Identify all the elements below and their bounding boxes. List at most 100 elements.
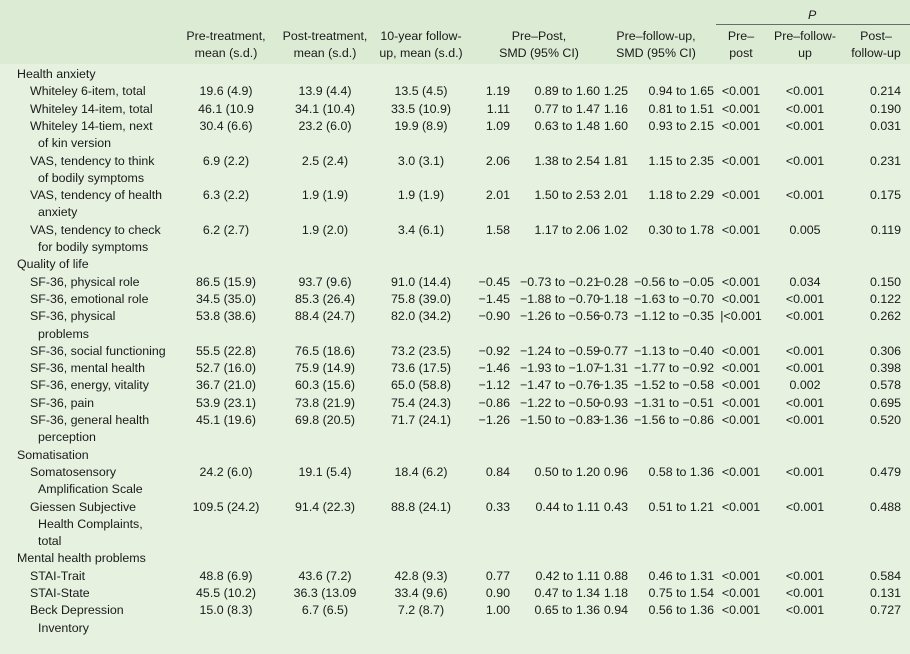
cell-p-pre-post: <0.001: [721, 464, 761, 479]
cell-p-pre-follow-up: 0.034: [789, 274, 821, 289]
cell-follow-up: 3.4 (6.1): [397, 222, 445, 237]
cell-pre-treatment: 36.7 (21.0): [196, 378, 256, 393]
row-label: total: [38, 534, 62, 549]
cell-p-pre-post: <0.001: [721, 118, 761, 133]
cell-follow-up: 33.4 (9.6): [394, 586, 448, 600]
cell-smd-pre-follow-up: −0.77: [596, 343, 628, 358]
cell-p-pre-post: <0.001: [721, 361, 761, 376]
row-label: Whiteley 14-tiem, next: [30, 118, 153, 133]
cell-p-pre-follow-up: <0.001: [785, 343, 825, 358]
table-body: [0, 64, 910, 654]
cell-smd-pre-post: 1.09: [485, 118, 510, 133]
cell-ci-pre-post: 1.17 to 2.06: [534, 222, 600, 237]
cell-smd-pre-post: 1.00: [485, 603, 510, 618]
cell-p-pre-post: <0.001: [721, 291, 761, 306]
col-header-pre-treatment: Pre-treatment, mean (s.d.): [186, 29, 266, 60]
cell-ci-pre-post: 0.42 to 1.11: [535, 568, 600, 583]
cell-follow-up: 71.7 (24.1): [391, 413, 451, 427]
cell-p-post-follow-up: 0.520: [869, 413, 901, 427]
cell-ci-pre-post: −1.24 to −0.59: [520, 343, 600, 358]
cell-smd-pre-post: −0.90: [478, 309, 510, 324]
section-label: Somatisation: [17, 447, 89, 462]
section-label: Health anxiety: [17, 67, 96, 81]
cell-ci-pre-follow-up: −0.56 to −0.05: [634, 274, 714, 289]
cell-smd-pre-follow-up: 1.60: [603, 118, 628, 133]
cell-pre-treatment: 53.8 (38.6): [196, 309, 256, 324]
cell-ci-pre-post: −1.22 to −0.50: [520, 395, 600, 410]
cell-smd-pre-post: 0.84: [485, 464, 510, 479]
cell-p-post-follow-up: 0.578: [869, 378, 901, 393]
cell-p-post-follow-up: 0.190: [869, 101, 901, 116]
cell-pre-treatment: 34.5 (35.0): [196, 291, 256, 306]
cell-post-treatment: 36.3 (13.09: [293, 586, 357, 600]
cell-pre-treatment: 30.4 (6.6): [199, 118, 253, 133]
cell-p-pre-post: <0.001: [721, 153, 761, 168]
cell-ci-pre-post: 0.63 to 1.48: [534, 118, 600, 133]
cell-follow-up: 3.0 (3.1): [397, 153, 445, 168]
cell-post-treatment: 23.2 (6.0): [298, 118, 352, 133]
cell-follow-up: 33.5 (10.9): [391, 101, 451, 116]
cell-p-pre-follow-up: 0.005: [789, 222, 821, 237]
cell-ci-pre-follow-up: −1.77 to −0.92: [634, 361, 714, 376]
cell-p-post-follow-up: 0.231: [869, 153, 901, 168]
cell-post-treatment: 93.7 (9.6): [298, 274, 352, 289]
cell-p-pre-follow-up: 0.002: [789, 378, 821, 393]
row-label: of kin version: [38, 136, 112, 151]
cell-ci-pre-post: 0.89 to 1.60: [534, 84, 600, 99]
cell-p-post-follow-up: 0.584: [869, 568, 901, 583]
cell-p-pre-follow-up: <0.001: [785, 413, 825, 427]
cell-smd-pre-follow-up: −0.73: [596, 309, 628, 324]
cell-ci-pre-follow-up: 1.15 to 2.35: [648, 153, 714, 168]
cell-p-pre-follow-up: <0.001: [785, 603, 825, 618]
cell-ci-pre-follow-up: −1.52 to −0.58: [634, 378, 714, 393]
cell-smd-pre-post: −0.45: [478, 274, 510, 289]
cell-smd-pre-follow-up: 2.01: [603, 188, 628, 203]
cell-follow-up: 1.9 (1.9): [397, 188, 445, 203]
cell-post-treatment: 1.9 (1.9): [301, 188, 349, 203]
cell-smd-pre-follow-up: −1.31: [596, 361, 628, 376]
cell-smd-pre-post: 0.90: [485, 586, 510, 600]
cell-p-pre-post: <0.001: [721, 603, 761, 618]
cell-post-treatment: 75.9 (14.9): [295, 361, 355, 376]
cell-p-pre-follow-up: <0.001: [785, 361, 825, 376]
row-label: Whiteley 14-item, total: [30, 101, 153, 116]
cell-ci-pre-follow-up: −1.13 to −0.40: [634, 343, 714, 358]
cell-ci-pre-follow-up: −1.12 to −0.35: [634, 309, 714, 324]
row-label: STAI-Trait: [30, 568, 86, 583]
cell-p-pre-post: <0.001: [721, 274, 761, 289]
cell-p-pre-follow-up: <0.001: [785, 84, 825, 99]
cell-pre-treatment: 45.5 (10.2): [196, 586, 256, 600]
cell-p-pre-follow-up: <0.001: [785, 499, 825, 514]
cell-smd-pre-post: −0.92: [478, 343, 510, 358]
cell-post-treatment: 2.5 (2.4): [301, 153, 349, 168]
cell-pre-treatment: 19.6 (4.9): [199, 84, 253, 99]
cell-post-treatment: 76.5 (18.6): [295, 343, 355, 358]
section-label: Mental health problems: [17, 551, 146, 566]
cell-post-treatment: 73.8 (21.9): [295, 395, 355, 410]
cell-ci-pre-follow-up: 0.58 to 1.36: [648, 464, 714, 479]
cell-ci-pre-follow-up: −1.31 to −0.51: [634, 395, 714, 410]
cell-smd-pre-follow-up: −1.36: [596, 413, 628, 427]
cell-pre-treatment: 45.1 (19.6): [196, 413, 256, 427]
cell-ci-pre-follow-up: 0.56 to 1.36: [648, 603, 714, 618]
cell-smd-pre-follow-up: 1.16: [603, 101, 628, 116]
row-label: anxiety: [38, 205, 78, 220]
col-header-post-treatment: Post-treatment, mean (s.d.): [282, 29, 368, 60]
p-value-group-label: P: [808, 8, 817, 22]
cell-smd-pre-follow-up: 0.96: [603, 464, 628, 479]
cell-pre-treatment: 15.0 (8.3): [199, 603, 253, 618]
cell-ci-pre-post: −1.88 to −0.70: [520, 291, 600, 306]
cell-smd-pre-post: 2.01: [485, 188, 510, 203]
cell-p-post-follow-up: 0.398: [869, 361, 901, 376]
cell-p-pre-follow-up: <0.001: [785, 568, 825, 583]
col-header-pre-follow-up-smd: Pre–follow-up, SMD (95% CI): [616, 29, 696, 60]
cell-ci-pre-post: −1.47 to −0.76: [520, 378, 600, 393]
row-label: for bodily symptoms: [38, 240, 149, 254]
cell-p-post-follow-up: 0.306: [869, 343, 901, 358]
cell-follow-up: 42.8 (9.3): [394, 568, 448, 583]
cell-ci-pre-post: −1.50 to −0.83: [520, 413, 600, 427]
cell-smd-pre-post: 1.11: [486, 101, 510, 116]
cell-post-treatment: 1.9 (2.0): [301, 222, 349, 237]
col-header-p-pre-follow-up: Pre–follow-up: [774, 29, 836, 60]
col-header-pre-post-smd: Pre–Post, SMD (95% CI): [499, 29, 579, 60]
